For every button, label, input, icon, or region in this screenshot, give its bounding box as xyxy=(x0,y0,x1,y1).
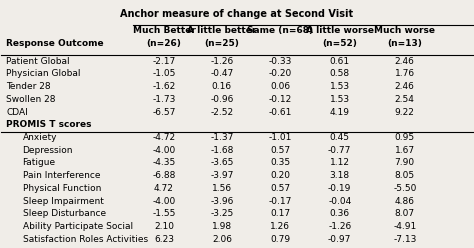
Text: 8.05: 8.05 xyxy=(395,171,415,180)
Text: 1.26: 1.26 xyxy=(270,222,291,231)
Text: Fatigue: Fatigue xyxy=(23,158,56,167)
Text: 2.46: 2.46 xyxy=(395,57,415,65)
Text: 9.22: 9.22 xyxy=(395,108,415,117)
Text: -0.77: -0.77 xyxy=(328,146,351,155)
Text: -0.17: -0.17 xyxy=(269,196,292,206)
Text: 4.72: 4.72 xyxy=(154,184,174,193)
Text: 1.53: 1.53 xyxy=(329,82,350,91)
Text: 4.86: 4.86 xyxy=(395,196,415,206)
Text: Sleep Impairment: Sleep Impairment xyxy=(23,196,103,206)
Text: -4.35: -4.35 xyxy=(152,158,175,167)
Text: A little worse: A little worse xyxy=(306,26,374,35)
Text: -3.25: -3.25 xyxy=(210,209,234,218)
Text: 6.23: 6.23 xyxy=(154,235,174,244)
Text: Physician Global: Physician Global xyxy=(6,69,81,78)
Text: 0.58: 0.58 xyxy=(329,69,350,78)
Text: (n=25): (n=25) xyxy=(204,39,239,48)
Text: Satisfaction Roles Activities: Satisfaction Roles Activities xyxy=(23,235,148,244)
Text: -0.04: -0.04 xyxy=(328,196,351,206)
Text: 0.57: 0.57 xyxy=(270,184,291,193)
Text: Physical Function: Physical Function xyxy=(23,184,101,193)
Text: -3.97: -3.97 xyxy=(210,171,234,180)
Text: -4.72: -4.72 xyxy=(153,133,175,142)
Text: 0.20: 0.20 xyxy=(270,171,291,180)
Text: 0.61: 0.61 xyxy=(329,57,350,65)
Text: -0.20: -0.20 xyxy=(269,69,292,78)
Text: 2.46: 2.46 xyxy=(395,82,415,91)
Text: PROMIS T scores: PROMIS T scores xyxy=(6,120,91,129)
Text: -5.50: -5.50 xyxy=(393,184,417,193)
Text: 0.79: 0.79 xyxy=(270,235,291,244)
Text: 1.76: 1.76 xyxy=(395,69,415,78)
Text: -2.17: -2.17 xyxy=(152,57,175,65)
Text: -0.19: -0.19 xyxy=(328,184,351,193)
Text: Ability Participate Social: Ability Participate Social xyxy=(23,222,133,231)
Text: Anchor measure of change at Second Visit: Anchor measure of change at Second Visit xyxy=(120,9,354,19)
Text: A little better: A little better xyxy=(187,26,256,35)
Text: 1.53: 1.53 xyxy=(329,95,350,104)
Text: 2.06: 2.06 xyxy=(212,235,232,244)
Text: 1.98: 1.98 xyxy=(212,222,232,231)
Text: -1.01: -1.01 xyxy=(269,133,292,142)
Text: 1.67: 1.67 xyxy=(395,146,415,155)
Text: CDAI: CDAI xyxy=(6,108,28,117)
Text: -1.26: -1.26 xyxy=(328,222,351,231)
Text: -4.00: -4.00 xyxy=(152,146,175,155)
Text: 2.10: 2.10 xyxy=(154,222,174,231)
Text: -1.05: -1.05 xyxy=(152,69,176,78)
Text: -4.00: -4.00 xyxy=(152,196,175,206)
Text: (n=13): (n=13) xyxy=(387,39,422,48)
Text: Swollen 28: Swollen 28 xyxy=(6,95,55,104)
Text: 4.19: 4.19 xyxy=(330,108,350,117)
Text: -6.57: -6.57 xyxy=(152,108,176,117)
Text: 0.06: 0.06 xyxy=(270,82,291,91)
Text: -1.68: -1.68 xyxy=(210,146,234,155)
Text: -6.88: -6.88 xyxy=(152,171,176,180)
Text: 8.07: 8.07 xyxy=(395,209,415,218)
Text: 7.90: 7.90 xyxy=(395,158,415,167)
Text: Pain Interference: Pain Interference xyxy=(23,171,100,180)
Text: 0.57: 0.57 xyxy=(270,146,291,155)
Text: -4.91: -4.91 xyxy=(393,222,416,231)
Text: 0.35: 0.35 xyxy=(270,158,291,167)
Text: -3.96: -3.96 xyxy=(210,196,234,206)
Text: 0.16: 0.16 xyxy=(212,82,232,91)
Text: -0.12: -0.12 xyxy=(269,95,292,104)
Text: Much worse: Much worse xyxy=(374,26,435,35)
Text: -0.61: -0.61 xyxy=(269,108,292,117)
Text: -7.13: -7.13 xyxy=(393,235,417,244)
Text: Patient Global: Patient Global xyxy=(6,57,70,65)
Text: Anxiety: Anxiety xyxy=(23,133,57,142)
Text: -1.37: -1.37 xyxy=(210,133,234,142)
Text: Sleep Disturbance: Sleep Disturbance xyxy=(23,209,106,218)
Text: -1.62: -1.62 xyxy=(152,82,175,91)
Text: 0.45: 0.45 xyxy=(330,133,350,142)
Text: Same (n=68): Same (n=68) xyxy=(247,26,313,35)
Text: 0.36: 0.36 xyxy=(329,209,350,218)
Text: 3.18: 3.18 xyxy=(329,171,350,180)
Text: -0.97: -0.97 xyxy=(328,235,351,244)
Text: (n=26): (n=26) xyxy=(146,39,182,48)
Text: -1.55: -1.55 xyxy=(152,209,176,218)
Text: -0.33: -0.33 xyxy=(269,57,292,65)
Text: -0.47: -0.47 xyxy=(210,69,234,78)
Text: -1.26: -1.26 xyxy=(210,57,234,65)
Text: -0.96: -0.96 xyxy=(210,95,234,104)
Text: Much Better: Much Better xyxy=(133,26,195,35)
Text: 1.12: 1.12 xyxy=(330,158,350,167)
Text: (n=52): (n=52) xyxy=(322,39,357,48)
Text: 0.95: 0.95 xyxy=(395,133,415,142)
Text: Tender 28: Tender 28 xyxy=(6,82,51,91)
Text: -1.73: -1.73 xyxy=(152,95,176,104)
Text: -2.52: -2.52 xyxy=(210,108,234,117)
Text: 1.56: 1.56 xyxy=(212,184,232,193)
Text: 0.17: 0.17 xyxy=(270,209,291,218)
Text: 2.54: 2.54 xyxy=(395,95,415,104)
Text: -3.65: -3.65 xyxy=(210,158,234,167)
Text: Response Outcome: Response Outcome xyxy=(6,39,104,48)
Text: Depression: Depression xyxy=(23,146,73,155)
